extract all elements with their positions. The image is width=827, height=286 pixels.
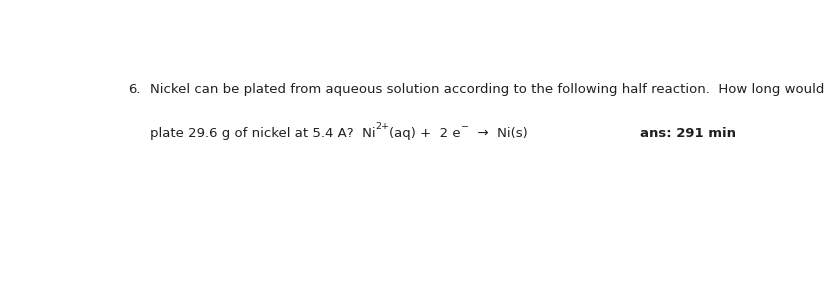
Text: 2+: 2+ <box>375 122 389 131</box>
Text: →  Ni(s): → Ni(s) <box>468 127 527 140</box>
Text: Nickel can be plated from aqueous solution according to the following half react: Nickel can be plated from aqueous soluti… <box>150 83 827 96</box>
Text: ans: 291 min: ans: 291 min <box>638 127 734 140</box>
Text: plate 29.6 g of nickel at 5.4 A?  Ni: plate 29.6 g of nickel at 5.4 A? Ni <box>150 127 375 140</box>
Text: (aq) +  2 e: (aq) + 2 e <box>389 127 461 140</box>
Text: −: − <box>461 122 468 131</box>
Text: 6.: 6. <box>127 83 141 96</box>
